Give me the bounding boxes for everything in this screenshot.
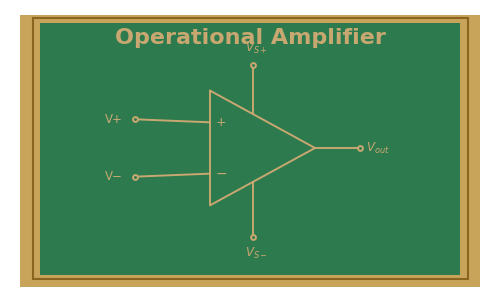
Text: +: + (216, 116, 226, 129)
Text: −: − (215, 167, 227, 181)
FancyBboxPatch shape (20, 15, 480, 287)
Text: $V_{S+}$: $V_{S+}$ (245, 41, 268, 56)
Text: $V_{out}$: $V_{out}$ (366, 140, 390, 156)
Text: V+: V+ (104, 113, 122, 126)
FancyBboxPatch shape (40, 23, 460, 275)
Text: Operational Amplifier: Operational Amplifier (114, 28, 386, 48)
FancyBboxPatch shape (32, 18, 468, 279)
Text: $V_{S-}$: $V_{S-}$ (245, 246, 268, 261)
Text: V−: V− (104, 170, 122, 183)
